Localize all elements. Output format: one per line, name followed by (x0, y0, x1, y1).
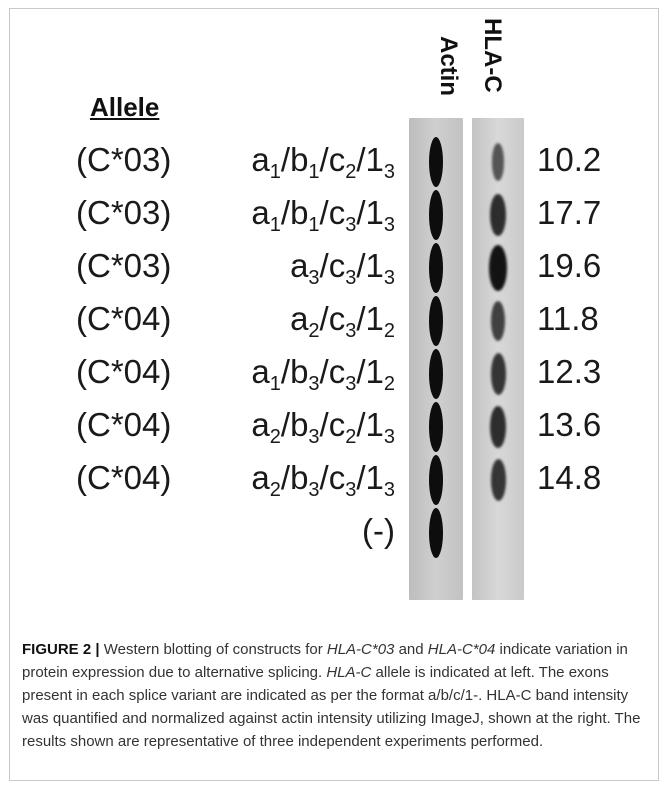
figure-frame (9, 8, 659, 781)
normalized-intensity-value: 11.8 (537, 300, 599, 337)
actin-band (429, 402, 443, 452)
actin-band (429, 137, 443, 187)
normalized-intensity-value: 19.6 (537, 247, 602, 284)
actin-band (429, 296, 443, 346)
hla-band (490, 406, 506, 448)
allele-header: Allele (90, 92, 160, 122)
allele-label: (C*03) (76, 141, 172, 178)
hla-band (489, 245, 507, 291)
actin-lane-label: Actin (435, 36, 462, 96)
caption-body: Western blotting of constructs for HLA-C… (22, 641, 641, 750)
allele-label: (C*04) (76, 353, 172, 390)
normalized-intensity-value: 13.6 (537, 406, 602, 443)
construct-row: (C*03) a1/b1/c3/13 17.7 (0, 193, 668, 247)
splice-variant-label: a2/b3/c3/13 (251, 459, 395, 501)
splice-variant-label: a2/c3/12 (290, 300, 395, 342)
splice-variant-label: a1/b1/c2/13 (251, 141, 395, 183)
hla-band (491, 143, 505, 181)
splice-variant-label: a3/c3/13 (290, 247, 395, 289)
actin-blot-lane (409, 118, 463, 600)
actin-band (429, 349, 443, 399)
hla-band (490, 353, 506, 395)
normalized-intensity-value: 10.2 (537, 141, 602, 178)
hla-band (491, 301, 505, 341)
normalized-intensity-value: 17.7 (537, 194, 602, 231)
splice-variant-label: a1/b1/c3/13 (251, 194, 395, 236)
figure-caption: FIGURE 2 | Western blotting of construct… (22, 638, 647, 753)
construct-row: (C*04) a2/b3/c3/13 14.8 (0, 458, 668, 512)
hla-lane-label: HLA-C (479, 18, 506, 93)
hla-blot-lane (472, 118, 524, 600)
construct-row: (C*04) a2/c3/12 11.8 (0, 299, 668, 353)
construct-row: (-) (0, 511, 668, 565)
actin-band (429, 508, 443, 558)
splice-variant-label: (-) (362, 512, 395, 549)
allele-label: (C*04) (76, 459, 172, 496)
splice-variant-label: a1/b3/c3/12 (251, 353, 395, 395)
construct-row: (C*04) a2/b3/c2/13 13.6 (0, 405, 668, 459)
allele-label: (C*04) (76, 300, 172, 337)
hla-band (490, 459, 506, 501)
splice-variant-label: a2/b3/c2/13 (251, 406, 395, 448)
actin-band (429, 243, 443, 293)
construct-row: (C*03) a3/c3/13 19.6 (0, 246, 668, 300)
allele-label: (C*03) (76, 247, 172, 284)
allele-label: (C*03) (76, 194, 172, 231)
allele-label: (C*04) (76, 406, 172, 443)
actin-band (429, 455, 443, 505)
construct-row: (C*04) a1/b3/c3/12 12.3 (0, 352, 668, 406)
normalized-intensity-value: 12.3 (537, 353, 602, 390)
caption-label: FIGURE 2 | (22, 641, 100, 658)
normalized-intensity-value: 14.8 (537, 459, 602, 496)
hla-band (490, 194, 506, 236)
construct-row: (C*03) a1/b1/c2/13 10.2 (0, 140, 668, 194)
actin-band (429, 190, 443, 240)
